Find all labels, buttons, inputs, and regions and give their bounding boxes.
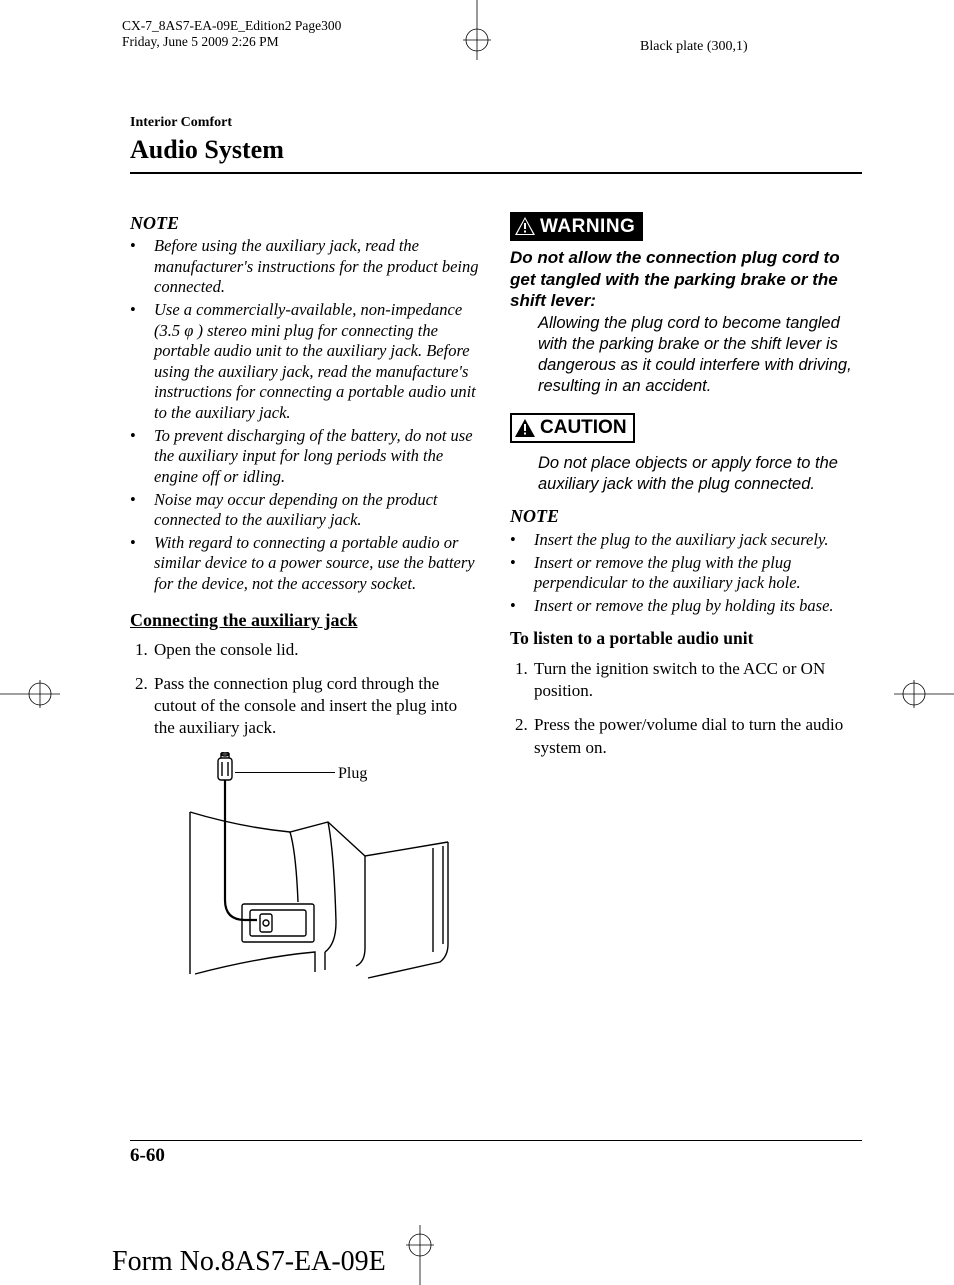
warning-label: WARNING: [510, 212, 643, 242]
crop-mark-right: [894, 680, 954, 708]
steps-right: Turn the ignition switch to the ACC or O…: [510, 658, 862, 758]
figure-label-plug: Plug: [338, 764, 367, 784]
steps-left: Open the console lid. Pass the connectio…: [130, 639, 482, 739]
console-figure: Plug: [130, 752, 462, 980]
note-item: To prevent discharging of the battery, d…: [142, 426, 482, 488]
warning-body: Allowing the plug cord to become tangled…: [538, 313, 862, 397]
note-item: Insert the plug to the auxiliary jack se…: [522, 530, 862, 551]
section-title: Audio System: [130, 134, 862, 167]
footer-rule: [130, 1140, 862, 1141]
crop-mark-left: [0, 680, 60, 708]
note-heading-right: NOTE: [510, 505, 862, 528]
figure-leader-line: [235, 772, 335, 773]
note-item: Noise may occur depending on the product…: [142, 490, 482, 531]
section-label: Interior Comfort: [130, 114, 862, 132]
step-item: Turn the ignition switch to the ACC or O…: [532, 658, 862, 702]
caution-label: CAUTION: [510, 413, 635, 443]
print-header-line1: CX-7_8AS7-EA-09E_Edition2 Page300: [122, 18, 341, 34]
print-header: CX-7_8AS7-EA-09E_Edition2 Page300 Friday…: [122, 18, 341, 50]
note-item: Insert or remove the plug with the plug …: [522, 553, 862, 594]
header-rule: [130, 172, 862, 174]
subhead-connecting: Connecting the auxiliary jack: [130, 609, 482, 632]
note-list-right: Insert the plug to the auxiliary jack se…: [510, 530, 862, 617]
step-item: Press the power/volume dial to turn the …: [532, 714, 862, 758]
warning-lead: Do not allow the connection plug cord to…: [510, 247, 862, 311]
subhead-listen: To listen to a portable audio unit: [510, 628, 862, 650]
caution-label-text: CAUTION: [540, 416, 627, 440]
step-item: Open the console lid.: [152, 639, 482, 661]
page-number: 6-60: [130, 1144, 165, 1168]
content-columns: NOTE Before using the auxiliary jack, re…: [130, 212, 862, 980]
right-column: WARNING Do not allow the connection plug…: [510, 212, 862, 980]
warning-label-text: WARNING: [540, 215, 635, 239]
note-item: With regard to connecting a portable aud…: [142, 533, 482, 595]
form-number: Form No.8AS7-EA-09E: [112, 1244, 386, 1279]
note-list-left: Before using the auxiliary jack, read th…: [130, 236, 482, 595]
caution-icon: [514, 418, 536, 438]
crop-mark-bottom: [406, 1225, 434, 1285]
running-head: Interior Comfort Audio System: [130, 114, 862, 166]
black-plate-label: Black plate (300,1): [640, 38, 748, 56]
step-item: Pass the connection plug cord through th…: [152, 673, 482, 739]
note-item: Insert or remove the plug by holding its…: [522, 596, 862, 617]
crop-mark-top: [463, 0, 491, 60]
warning-icon: [514, 216, 536, 236]
page-frame: Interior Comfort Audio System NOTE Befor…: [90, 88, 862, 1178]
note-item: Use a commercially-available, non-impeda…: [142, 300, 482, 424]
note-item: Before using the auxiliary jack, read th…: [142, 236, 482, 298]
caution-body: Do not place objects or apply force to t…: [538, 453, 862, 495]
note-heading-left: NOTE: [130, 212, 482, 235]
left-column: NOTE Before using the auxiliary jack, re…: [130, 212, 482, 980]
print-header-line2: Friday, June 5 2009 2:26 PM: [122, 34, 341, 50]
